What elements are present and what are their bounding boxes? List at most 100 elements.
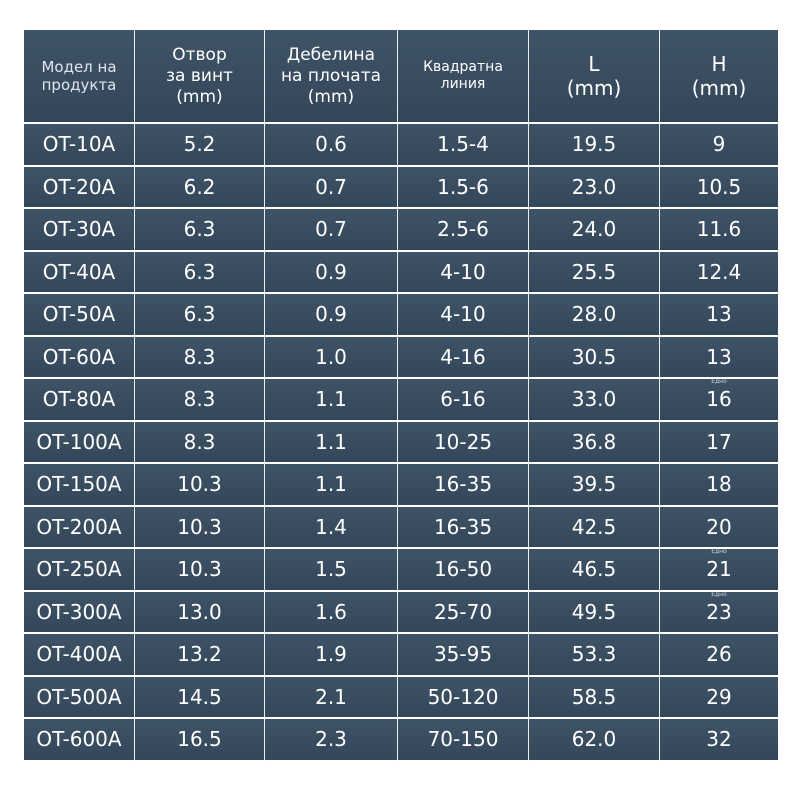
cell-value: 39.5 (571, 472, 617, 497)
cell-value: 16 (706, 387, 732, 412)
header-line: (mm) (176, 86, 223, 107)
cell-value: 1.4 (315, 514, 347, 539)
cell-plate-thickness: 0.7 (265, 166, 398, 209)
cell-value: 9 (712, 132, 726, 157)
cell-value: 6-16 (440, 387, 486, 412)
cell-h: 13 (660, 336, 778, 379)
cell-plate-thickness: 1.4 (265, 506, 398, 549)
cell-screw-hole: 5.2 (135, 124, 265, 167)
cell-value: OT-40A (42, 259, 116, 284)
cell-value: 16.5 (177, 727, 222, 752)
cell-square-line: 4-16 (398, 336, 529, 379)
cell-value: 14.5 (177, 684, 222, 709)
table-row: OT-30A 6.3 0.7 2.5-6 24.0 11.6 (24, 209, 778, 252)
cell-model: OT-250A (24, 549, 135, 592)
cell-value: 1.1 (315, 429, 347, 454)
cell-value: 0.7 (315, 217, 347, 242)
cell-model: OT-30A (24, 209, 135, 252)
cell-screw-hole: 8.3 (135, 379, 265, 422)
cell-plate-thickness: 1.1 (265, 421, 398, 464)
cell-value: 32 (706, 727, 732, 752)
header-screw-hole: Отвор за винт (mm) (135, 30, 265, 124)
cell-l: 30.5 (529, 336, 660, 379)
cell-screw-hole: 6.3 (135, 209, 265, 252)
table-row: OT-20A 6.2 0.7 1.5-6 23.0 10.5 (24, 166, 778, 209)
cell-value: 50-120 (427, 684, 499, 709)
cell-screw-hole: 14.5 (135, 676, 265, 719)
cell-value: OT-250A (36, 557, 122, 582)
cell-screw-hole: 10.3 (135, 549, 265, 592)
header-h: H (mm) (660, 30, 778, 124)
cell-model: OT-20A (24, 166, 135, 209)
cell-square-line: 6-16 (398, 379, 529, 422)
cell-value: 8.3 (183, 387, 216, 412)
cell-model: OT-400A (24, 634, 135, 677)
cell-value: 25.5 (571, 259, 617, 284)
header-line: Отвор (172, 44, 227, 65)
cell-value: 1.5-6 (437, 174, 489, 199)
cell-value: 0.9 (315, 302, 347, 327)
cell-square-line: 16-50 (398, 549, 529, 592)
cell-h: Едно 16 (660, 379, 778, 422)
cell-square-line: 16-35 (398, 506, 529, 549)
header-l: L (mm) (529, 30, 660, 124)
cell-value: 24.0 (571, 217, 617, 242)
cell-model: OT-40A (24, 251, 135, 294)
cell-value: 35-95 (433, 642, 493, 667)
cell-value: 10.3 (177, 557, 222, 582)
cell-h: 11.6 (660, 209, 778, 252)
cell-value: 28.0 (571, 302, 617, 327)
cell-value: 25-70 (433, 599, 493, 624)
cell-value: 17 (706, 429, 732, 454)
cell-value: 23 (706, 599, 732, 624)
cell-h: 13 (660, 294, 778, 337)
cell-plate-thickness: 2.3 (265, 719, 398, 762)
cell-plate-thickness: 0.7 (265, 209, 398, 252)
cell-value: 13.0 (177, 599, 222, 624)
cell-h: 9 (660, 124, 778, 167)
cell-value: OT-80A (42, 387, 116, 412)
cell-square-line: 35-95 (398, 634, 529, 677)
cell-plate-thickness: 1.9 (265, 634, 398, 677)
table-row: OT-150A 10.3 1.1 16-35 39.5 18 (24, 464, 778, 507)
cell-screw-hole: 10.3 (135, 464, 265, 507)
cell-value: 1.5-4 (437, 132, 489, 157)
table-row: OT-50A 6.3 0.9 4-10 28.0 13 (24, 294, 778, 337)
cell-l: 46.5 (529, 549, 660, 592)
cell-h: 29 (660, 676, 778, 719)
cell-h: 26 (660, 634, 778, 677)
table-row: OT-250A 10.3 1.5 16-50 46.5 Едно 21 (24, 549, 778, 592)
cell-value: OT-10A (42, 132, 116, 157)
cell-value: OT-400A (36, 642, 122, 667)
cell-value: 1.6 (315, 599, 347, 624)
cell-value: 0.9 (315, 259, 347, 284)
header-plate-thickness: Дебелина на плочата (mm) (265, 30, 398, 124)
cell-note: Едно (711, 591, 727, 598)
table-body: OT-10A 5.2 0.6 1.5-4 19.5 9 OT-20A 6.2 0.7 1.5-6 2… (24, 124, 778, 762)
cell-value: 19.5 (571, 132, 617, 157)
cell-value: 10-25 (433, 429, 493, 454)
cell-square-line: 50-120 (398, 676, 529, 719)
cell-value: OT-500A (36, 684, 122, 709)
cell-value: 46.5 (571, 557, 617, 582)
header-line: (mm) (307, 86, 355, 107)
cell-h: Едно 23 (660, 591, 778, 634)
cell-value: 5.2 (183, 132, 216, 157)
cell-value: 49.5 (571, 599, 617, 624)
cell-screw-hole: 16.5 (135, 719, 265, 762)
cell-square-line: 25-70 (398, 591, 529, 634)
cell-h: 18 (660, 464, 778, 507)
cell-model: OT-10A (24, 124, 135, 167)
cell-value: OT-30A (42, 217, 116, 242)
cell-l: 28.0 (529, 294, 660, 337)
cell-value: 8.3 (183, 429, 216, 454)
cell-value: 4-10 (440, 302, 486, 327)
cell-screw-hole: 13.2 (135, 634, 265, 677)
cell-value: OT-50A (42, 302, 116, 327)
table-row: OT-400A 13.2 1.9 35-95 53.3 26 (24, 634, 778, 677)
cell-square-line: 2.5-6 (398, 209, 529, 252)
cell-h: 32 (660, 719, 778, 762)
cell-plate-thickness: 0.9 (265, 251, 398, 294)
cell-value: 11.6 (696, 217, 742, 242)
cell-value: 1.0 (315, 344, 347, 369)
